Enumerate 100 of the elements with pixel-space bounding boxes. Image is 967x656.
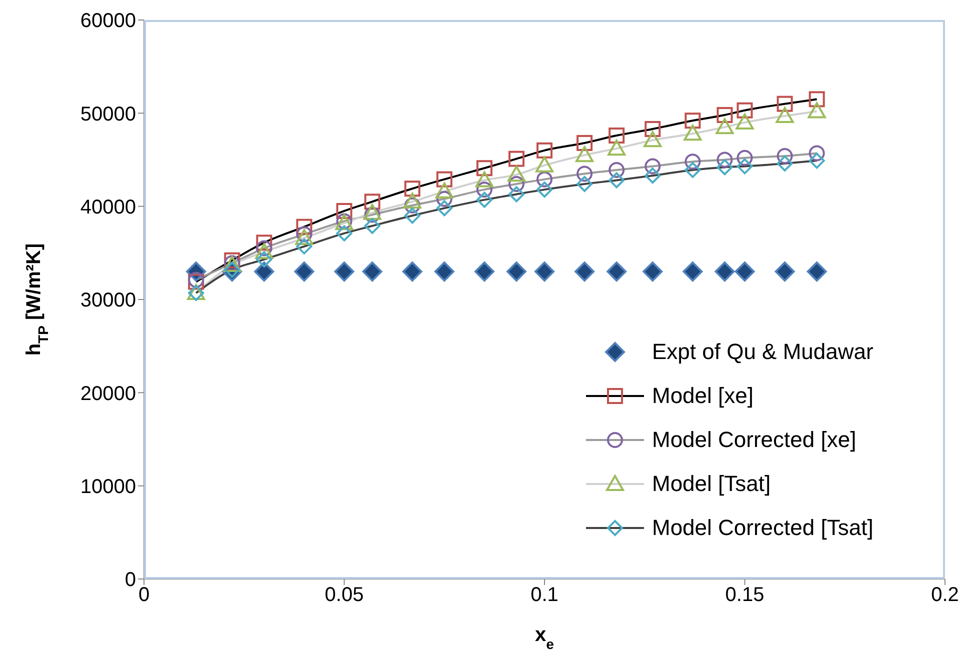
point	[576, 176, 593, 192]
point	[608, 140, 626, 156]
point	[716, 107, 733, 124]
point	[808, 102, 826, 118]
point	[606, 262, 627, 282]
point	[364, 206, 380, 223]
point	[256, 234, 272, 251]
point	[508, 186, 524, 202]
legend-label: Model Corrected [Tsat]	[652, 515, 874, 541]
point	[436, 190, 452, 207]
point	[403, 192, 422, 209]
point	[404, 197, 420, 214]
point	[536, 171, 552, 188]
point	[336, 225, 352, 242]
point	[642, 262, 663, 282]
point	[296, 218, 312, 235]
legend-label: Model Corrected [xe]	[652, 427, 856, 453]
point	[776, 106, 794, 123]
point	[404, 180, 420, 197]
point	[295, 229, 314, 246]
y-tick-label: 30000	[80, 290, 136, 312]
legend-label: Model [xe]	[652, 383, 754, 409]
point	[224, 252, 240, 268]
point	[736, 113, 754, 130]
point	[296, 238, 312, 254]
point	[644, 121, 661, 138]
x-tick-label: 0.1	[530, 584, 558, 606]
point	[534, 262, 554, 282]
point	[808, 91, 825, 108]
point	[363, 204, 382, 220]
point	[474, 262, 494, 282]
point	[294, 262, 314, 282]
y-tick-label: 20000	[80, 382, 136, 405]
point	[608, 128, 625, 144]
point	[476, 182, 492, 198]
point	[716, 118, 734, 134]
point	[684, 124, 702, 141]
y-tick-label: 50000	[80, 103, 136, 126]
point	[644, 168, 661, 184]
point	[806, 262, 827, 282]
point	[682, 262, 703, 282]
point	[716, 152, 733, 168]
point	[736, 102, 753, 118]
point	[576, 134, 593, 151]
point	[684, 162, 701, 178]
point	[476, 192, 492, 208]
y-tick-label: 60000	[80, 10, 136, 32]
point	[475, 171, 494, 188]
x-tick-label: 0	[138, 584, 150, 606]
point	[736, 150, 753, 166]
point	[776, 155, 793, 172]
point	[508, 150, 524, 167]
point	[402, 262, 422, 282]
point	[296, 226, 312, 242]
point	[436, 200, 452, 216]
point	[776, 96, 793, 112]
point	[608, 172, 625, 188]
legend-label: Expt of Qu & Mudawar	[652, 339, 874, 365]
point	[644, 158, 661, 174]
x-tick-label: 0.2	[931, 584, 959, 606]
point	[336, 202, 352, 219]
point	[684, 112, 701, 129]
y-tick-label: 0	[124, 569, 136, 592]
point	[774, 262, 795, 282]
point	[434, 262, 454, 282]
point	[436, 171, 452, 188]
point	[576, 166, 593, 182]
point	[507, 166, 526, 182]
point	[362, 262, 382, 282]
point	[684, 154, 701, 170]
point	[364, 194, 380, 210]
point	[576, 146, 594, 162]
x-axis-title: x$_{e}$	[535, 624, 554, 652]
x-tick-label: 0.15	[725, 584, 764, 606]
point	[506, 262, 526, 282]
point	[536, 182, 552, 198]
point	[808, 145, 825, 162]
point	[644, 131, 662, 148]
point	[734, 262, 755, 282]
point	[714, 262, 735, 282]
point	[536, 142, 552, 158]
point	[608, 162, 625, 178]
point	[256, 251, 272, 268]
y-tick-label: 10000	[80, 476, 136, 498]
point	[716, 159, 733, 176]
point	[254, 262, 274, 282]
point	[476, 160, 492, 176]
point	[334, 262, 354, 282]
point	[736, 158, 753, 174]
x-tick-label: 0.05	[324, 584, 364, 606]
point	[508, 176, 524, 192]
y-tick-label: 40000	[80, 196, 136, 218]
point	[364, 218, 380, 234]
legend-label: Model [Tsat]	[652, 471, 771, 497]
point	[574, 262, 595, 282]
point	[404, 208, 420, 224]
point	[536, 156, 554, 172]
point	[776, 148, 793, 164]
point	[808, 152, 825, 169]
point	[435, 182, 454, 198]
